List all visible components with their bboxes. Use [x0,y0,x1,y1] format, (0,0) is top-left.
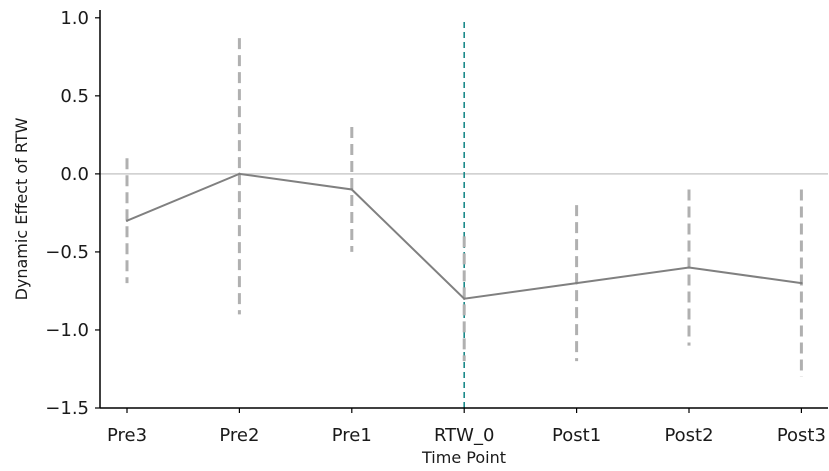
x-tick-label: Post1 [552,425,601,446]
x-tick-label: Pre3 [107,425,147,446]
y-tick-label: −1.0 [45,320,89,341]
x-tick-label: RTW_0 [434,425,494,446]
reference-lines [100,22,828,408]
x-tick-label: Pre1 [332,425,372,446]
data-point-post3 [800,281,803,285]
series-line-group [125,172,803,300]
y-tick-label: −0.5 [45,242,89,263]
y-tick-label: 1.0 [60,8,89,29]
data-point-post2 [687,266,691,269]
y-tick-label: 0.5 [60,86,89,107]
x-tick-label: Pre2 [219,425,259,446]
data-point-pre1 [350,188,353,191]
data-point-pre2 [238,172,241,176]
y-axis-title: Dynamic Effect of RTW [12,117,31,300]
x-tick-label: Post2 [664,425,713,446]
x-tick-label: Post3 [777,425,826,446]
y-tick-label: 0.0 [60,164,89,185]
x-axis-ticks: Pre3 Pre2 Pre1 RTW_0 Post1 Post2 Post3 [107,408,826,446]
y-tick-label: −1.5 [45,398,89,419]
x-axis-title: Time Point [421,448,506,467]
y-axis-ticks: −1.5 −1.0 −0.5 0.0 0.5 1.0 [45,8,100,419]
data-point-post1 [575,281,578,285]
data-point-rtw-0 [463,297,466,300]
data-point-pre3 [125,219,129,222]
